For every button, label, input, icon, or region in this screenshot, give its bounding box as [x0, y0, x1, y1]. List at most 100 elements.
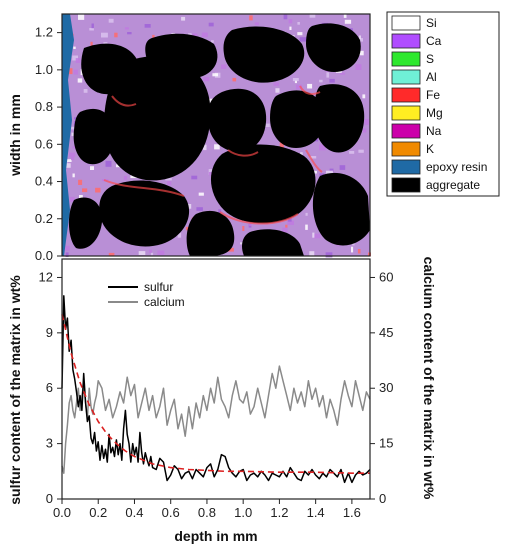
x-tick-label: 1.6 [343, 505, 361, 520]
map-speckle [307, 83, 313, 89]
x-tick-label: 1.0 [234, 505, 252, 520]
legend-label-epoxy-resin: epoxy resin [426, 160, 487, 174]
map-speckle [203, 144, 207, 151]
series-line-sulfur [61, 295, 371, 484]
epoxy-resin-region [62, 14, 74, 256]
map-speckle [305, 224, 308, 230]
y-tick-label: 0 [46, 491, 53, 506]
map-speckle [211, 40, 214, 43]
legend-label-si: Si [426, 16, 437, 30]
map-speckle [78, 14, 85, 20]
legend-label-fe: Fe [426, 88, 440, 102]
map-y-tick-label: 1.0 [35, 62, 53, 77]
x-tick-label: 0.4 [125, 505, 143, 520]
map-speckle [358, 149, 364, 153]
map-speckle [82, 188, 88, 193]
map-speckle [325, 252, 333, 258]
legend-swatch-epoxy-resin [391, 159, 421, 175]
legend-swatch-na [391, 123, 421, 139]
map-speckle [130, 175, 137, 179]
legend-swatch-s [391, 51, 421, 67]
map-speckle [282, 227, 288, 233]
map-speckle [108, 252, 115, 256]
map-speckle [157, 250, 165, 255]
map-speckle [72, 55, 78, 61]
map-speckle [116, 164, 121, 168]
y2-axis-ticks: 0 15 30 45 60 [370, 269, 393, 506]
legend-swatch-mg [391, 105, 421, 121]
map-speckle [138, 251, 146, 255]
map-speckle [208, 169, 212, 175]
map-speckle [103, 42, 108, 45]
legend-swatch-al [391, 69, 421, 85]
legend-swatch-si [391, 15, 421, 31]
map-speckle [300, 152, 303, 156]
y2-tick-label: 45 [379, 325, 393, 340]
map-speckle [357, 38, 363, 42]
map-speckle [349, 28, 353, 31]
map-speckle [326, 170, 333, 174]
map-speckle [288, 19, 293, 24]
map-speckle [177, 232, 182, 238]
legend-label-sulfur: sulfur [144, 280, 173, 294]
x-tick-label: 1.2 [270, 505, 288, 520]
map-speckle [362, 94, 366, 99]
legend-label-s: S [426, 52, 434, 66]
map-speckle [232, 77, 237, 82]
map-speckle [357, 249, 361, 254]
map-y-tick-label: 0.4 [35, 174, 53, 189]
legend-label-al: Al [426, 70, 437, 84]
map-speckle [149, 249, 152, 253]
map-speckle [329, 78, 335, 83]
map-speckle [108, 18, 114, 23]
map-speckle [64, 159, 72, 162]
map-speckle [285, 224, 288, 228]
map-speckle [339, 165, 346, 170]
aggregate-grains [68, 23, 370, 256]
map-speckle [358, 35, 361, 40]
plot-frame [61, 258, 371, 500]
y2-tick-label: 60 [379, 269, 393, 284]
map-speckle [72, 173, 75, 178]
map-speckle [310, 156, 317, 159]
line-chart-panel: 0.0 0.2 0.4 0.6 0.8 1.0 1.2 1.4 1.6 0 3 6 9 12 0 15 30… [7, 257, 437, 544]
map-speckle [351, 246, 354, 253]
map-speckle [352, 243, 355, 246]
map-speckle [254, 22, 259, 26]
legend-swatch-fe [391, 87, 421, 103]
map-speckle [343, 14, 347, 18]
map-speckle [89, 28, 94, 31]
x-axis-ticks: 0.0 0.2 0.4 0.6 0.8 1.0 1.2 1.4 1.6 [53, 499, 361, 520]
map-speckle [165, 177, 172, 181]
map-speckle [114, 32, 118, 38]
map-speckle [279, 142, 284, 149]
map-speckle [319, 79, 323, 83]
map-y-axis-title: width in mm [7, 94, 23, 177]
map-speckle [319, 144, 326, 151]
y-tick-label: 9 [46, 325, 53, 340]
map-speckle [265, 123, 270, 127]
y2-tick-label: 15 [379, 436, 393, 451]
map-speckle [309, 251, 315, 256]
map-speckle [292, 78, 299, 82]
map-speckle [214, 144, 220, 150]
x-tick-label: 0.8 [198, 505, 216, 520]
map-speckle [196, 207, 203, 211]
map-speckle [273, 82, 280, 86]
y2-tick-label: 30 [379, 380, 393, 395]
legend-label-na: Na [426, 124, 442, 138]
legend-label-k: K [426, 142, 434, 156]
map-speckle [294, 80, 297, 84]
map-speckle [123, 176, 128, 180]
legend-swatch-aggregate [391, 177, 421, 193]
map-speckle [240, 242, 244, 245]
y-axis-title: sulfur content of the matrix in wt% [7, 275, 23, 505]
map-y-tick-label: 0.2 [35, 211, 53, 226]
map-speckle [319, 173, 325, 177]
map-y-tick-label: 0.6 [35, 136, 53, 151]
map-speckle [69, 196, 75, 202]
map-speckle [77, 78, 83, 83]
x-tick-label: 1.4 [307, 505, 325, 520]
x-tick-label: 0.6 [162, 505, 180, 520]
map-speckle [220, 64, 227, 69]
